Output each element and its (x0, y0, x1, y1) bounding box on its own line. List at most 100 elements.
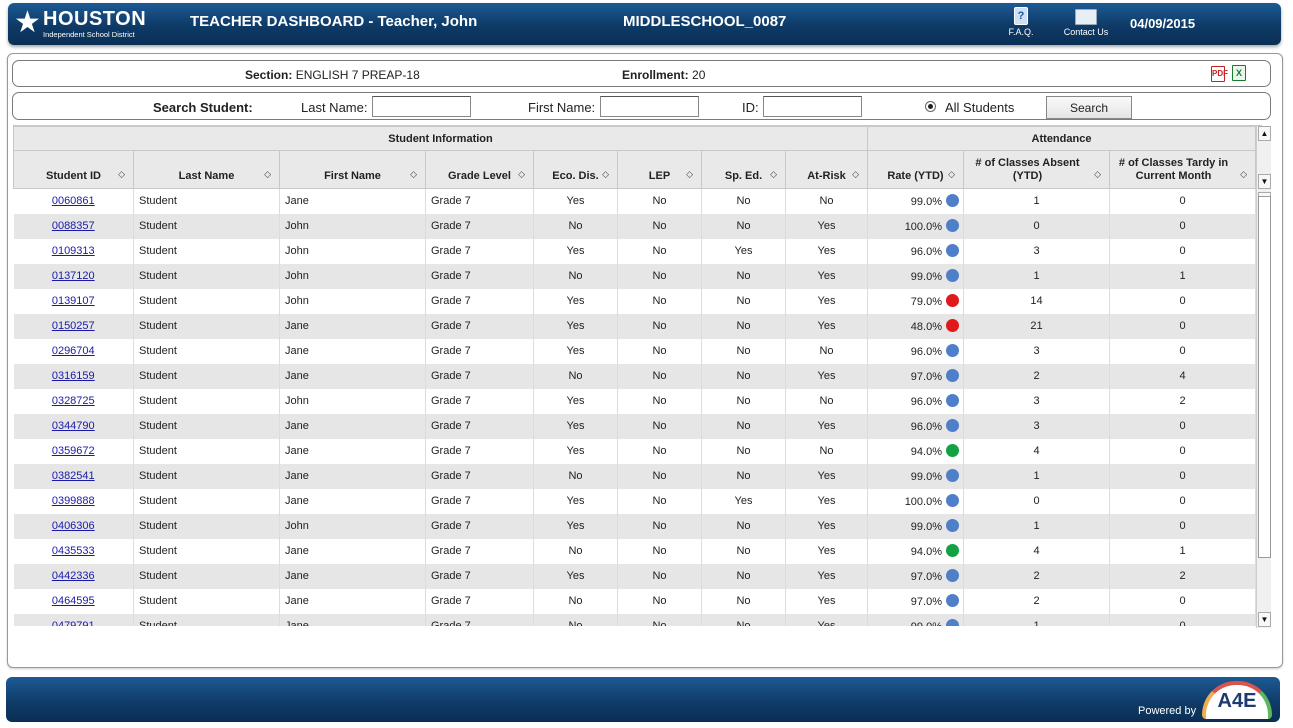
table-cell: Grade 7 (425, 288, 534, 314)
table-cell: No (785, 188, 868, 214)
table-cell: John (279, 388, 426, 414)
all-students-radio[interactable] (925, 101, 936, 112)
first-name-input[interactable] (600, 96, 699, 117)
last-name-input[interactable] (372, 96, 471, 117)
table-cell: 0 (1109, 588, 1257, 614)
a4e-logo: A4E (1202, 681, 1272, 719)
table-cell: 97.0% (867, 563, 964, 589)
logo-subtitle: Independent School District (43, 30, 135, 39)
grid-scrollbar[interactable]: ▲ ▼ ▲ ▼ (1256, 126, 1271, 628)
student-id-link[interactable]: 0137120 (51, 270, 95, 282)
column-header[interactable]: LEP ◇ (617, 150, 702, 189)
student-id-link[interactable]: 0399888 (51, 495, 95, 507)
attendance-rate: 100.0% (904, 496, 942, 508)
column-header[interactable]: Student ID ◇ (13, 150, 134, 189)
attendance-rate: 99.0% (910, 271, 942, 283)
student-id-link[interactable]: 0328725 (51, 395, 95, 407)
table-cell: 2 (963, 588, 1110, 614)
pdf-export-icon[interactable]: PDF (1211, 66, 1228, 82)
student-id-link[interactable]: 0139107 (51, 295, 95, 307)
table-cell: No (701, 413, 786, 439)
table-cell: Grade 7 (425, 513, 534, 539)
column-header[interactable]: # of Classes Tardy in Current Month ◇ (1108, 150, 1257, 189)
student-id-link[interactable]: 0296704 (51, 345, 95, 357)
table-cell: 21 (963, 313, 1110, 339)
student-id-link[interactable]: 0406306 (51, 520, 95, 532)
table-cell: Yes (785, 488, 868, 514)
sort-icon[interactable]: ◇ (948, 169, 955, 179)
sort-icon[interactable]: ◇ (410, 169, 417, 179)
sort-icon[interactable]: ◇ (264, 169, 271, 179)
sort-icon[interactable]: ◇ (770, 169, 777, 179)
faq-button[interactable]: ? F.A.Q. (1004, 7, 1038, 38)
column-header[interactable]: At-Risk ◇ (785, 150, 868, 189)
table-row: 0088357 Student John Grade 7 No No No Yes 100.0%… (13, 213, 1257, 239)
table-cell: Student (133, 363, 280, 389)
sort-icon[interactable]: ◇ (686, 169, 693, 179)
column-header[interactable]: # of Classes Absent (YTD) ◇ (963, 150, 1110, 189)
student-id-link[interactable]: 0442336 (51, 570, 95, 582)
sort-icon[interactable]: ◇ (852, 169, 859, 179)
student-id-link[interactable]: 0109313 (51, 245, 95, 257)
student-id-link[interactable]: 0344790 (51, 420, 95, 432)
table-cell: No (533, 263, 618, 289)
student-id-link[interactable]: 0060861 (51, 195, 95, 208)
attendance-rate: 96.0% (910, 396, 942, 408)
excel-export-icon[interactable]: X (1232, 65, 1246, 81)
student-id-link[interactable]: 0150257 (51, 320, 95, 332)
student-id-link[interactable]: 0359672 (51, 445, 95, 457)
student-id-link[interactable]: 0464595 (51, 595, 95, 607)
table-row: 0344790 Student Jane Grade 7 Yes No No Yes 96.0%… (13, 413, 1257, 439)
sort-icon[interactable]: ◇ (602, 169, 609, 179)
table-cell: Yes (533, 313, 618, 339)
column-header[interactable]: Last Name ◇ (133, 150, 280, 189)
attendance-rate: 96.0% (910, 421, 942, 433)
column-header-label: Eco. Dis. (552, 170, 599, 182)
table-cell: Yes (785, 513, 868, 539)
student-id-link[interactable]: 0382541 (51, 470, 95, 482)
id-input[interactable] (763, 96, 862, 117)
table-cell: 0 (1109, 488, 1257, 514)
search-button[interactable]: Search (1046, 96, 1132, 119)
table-cell: No (533, 213, 618, 239)
student-id-link[interactable]: 0435533 (51, 545, 95, 557)
attendance-rate: 94.0% (910, 546, 942, 558)
table-cell: No (533, 613, 618, 626)
status-dot-icon (946, 244, 959, 257)
table-cell: 0344790 (13, 413, 134, 439)
column-header[interactable]: Grade Level ◇ (425, 150, 534, 189)
table-cell: John (279, 288, 426, 314)
sort-icon[interactable]: ◇ (1094, 169, 1101, 179)
scroll-down-arrow-icon[interactable]: ▼ (1258, 612, 1271, 627)
scroll-down-arrow-icon[interactable]: ▼ (1258, 174, 1271, 189)
table-cell: 99.0% (867, 613, 964, 626)
attendance-rate: 79.0% (910, 296, 942, 308)
scroll-thumb[interactable] (1258, 196, 1271, 558)
sort-icon[interactable]: ◇ (118, 169, 125, 179)
table-cell: Grade 7 (425, 238, 534, 264)
column-header[interactable]: Sp. Ed. ◇ (701, 150, 786, 189)
student-id-link[interactable]: 0479791 (51, 620, 95, 626)
column-header[interactable]: Rate (YTD) ◇ (867, 150, 964, 189)
attendance-rate: 96.0% (910, 246, 942, 258)
sort-icon[interactable]: ◇ (518, 169, 525, 179)
student-id-link[interactable]: 0316159 (51, 370, 95, 382)
contact-us-button[interactable]: Contact Us (1058, 7, 1114, 38)
sort-icon[interactable]: ◇ (1240, 169, 1248, 179)
enrollment-label: Enrollment: (622, 68, 689, 82)
status-dot-icon (946, 619, 959, 626)
table-cell: 3 (963, 413, 1110, 439)
column-header-label: At-Risk (807, 170, 846, 182)
table-cell: Grade 7 (425, 363, 534, 389)
student-id-link[interactable]: 0088357 (51, 220, 95, 232)
column-header[interactable]: First Name ◇ (279, 150, 426, 189)
column-header-label: Rate (YTD) (887, 170, 944, 182)
scroll-up-arrow-icon[interactable]: ▲ (1258, 126, 1271, 141)
main-panel: Section: ENGLISH 7 PREAP-18 Enrollment: … (7, 53, 1283, 668)
table-cell: No (701, 213, 786, 239)
attendance-rate: 99.0% (910, 196, 942, 209)
column-header[interactable]: Eco. Dis. ◇ (533, 150, 618, 189)
table-row: 0139107 Student John Grade 7 Yes No No Yes 79.0%… (13, 288, 1257, 314)
table-cell: 0088357 (13, 213, 134, 239)
